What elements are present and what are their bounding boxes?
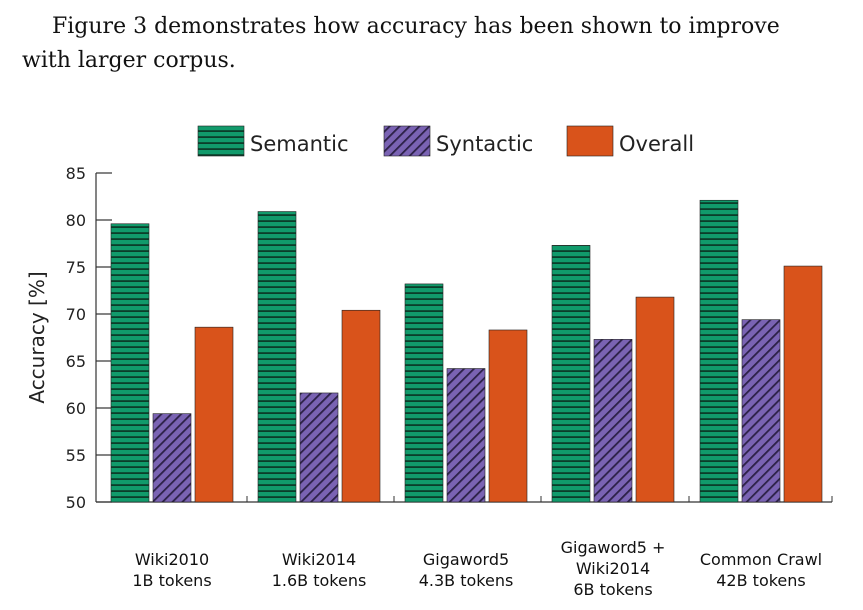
y-tick-label: 85 [66,164,86,183]
y-tick-label: 75 [66,258,86,277]
chart-labels: 50 55 60 65 70 75 80 85 Accuracy [%] Wiki2010 1B t… [25,164,822,599]
y-axis-label: Accuracy [%] [25,271,49,403]
paragraph-line-1: Figure 3 demonstrates how accuracy has b… [52,14,780,39]
bar-overall [635,296,675,503]
x-category-label: 1.6B tokens [272,571,367,590]
chart-legend: Semantic Syntactic Overall [197,125,694,157]
bar-overall [341,309,381,503]
bar-semantic [110,223,150,503]
legend-overall-swatch [566,125,614,157]
legend-overall-label: Overall [619,132,694,156]
paragraph-text: Figure 3 demonstrates how accuracy has b… [22,10,842,78]
y-tick-label: 50 [66,493,86,512]
bar-syntactic [741,319,781,503]
bar-syntactic [299,392,339,503]
chart-bars [110,199,823,503]
bar-semantic [404,283,444,503]
legend-semantic-label: Semantic [250,132,349,156]
y-tick-label: 55 [66,446,86,465]
bar-syntactic [446,368,486,503]
x-category-label: 6B tokens [573,580,652,599]
bar-syntactic [593,339,633,503]
x-category-label: 42B tokens [716,571,806,590]
y-tick-label: 60 [66,399,86,418]
y-tick-label: 70 [66,305,86,324]
x-category-label: Wiki2014 [576,559,650,578]
x-category-label: Gigaword5 [423,550,509,569]
bar-semantic [699,199,739,503]
y-tick-label: 80 [66,211,86,230]
y-tick-label: 65 [66,352,86,371]
x-category-label: Gigaword5 + [561,538,666,557]
legend-semantic-swatch [197,125,245,157]
x-category-label: Common Crawl [700,550,822,569]
bar-overall [783,265,823,503]
legend-syntactic-swatch [383,125,431,157]
bar-overall [194,326,234,503]
x-category-label: Wiki2014 [282,550,356,569]
x-category-label: 1B tokens [132,571,211,590]
bar-semantic [257,211,297,503]
bar-semantic [551,245,591,503]
bar-overall [488,329,528,503]
legend-syntactic-label: Syntactic [436,132,533,156]
paragraph-line-2: with larger corpus. [22,48,236,73]
bar-syntactic [152,413,192,503]
x-category-label: Wiki2010 [135,550,209,569]
x-category-label: 4.3B tokens [419,571,514,590]
